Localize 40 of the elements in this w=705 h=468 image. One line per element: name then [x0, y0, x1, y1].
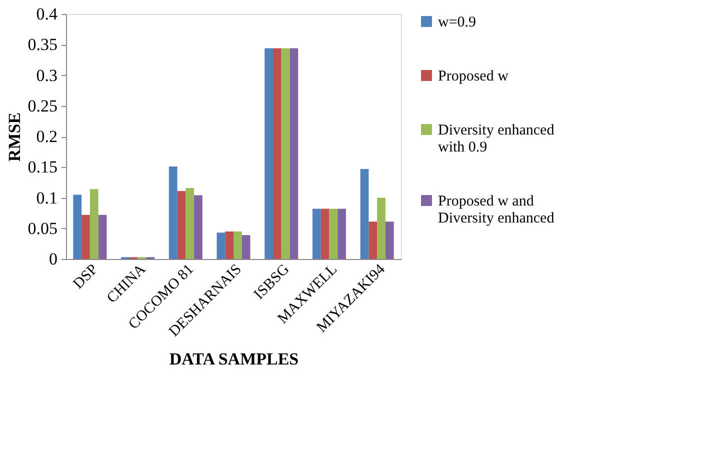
bar	[377, 198, 386, 259]
y-tick-label: 0.1	[36, 188, 58, 208]
bar	[225, 231, 234, 259]
bar	[385, 222, 394, 259]
x-tick-label: DSP	[70, 262, 102, 292]
y-axis-title: RMSE	[4, 112, 24, 162]
legend-label: w=0.9	[438, 14, 476, 30]
bar	[320, 208, 330, 259]
bar	[82, 214, 90, 259]
legend-label: Diversity enhanced with 0.9	[438, 122, 555, 156]
bar	[360, 168, 369, 259]
y-tick-label: 0.25	[28, 96, 58, 116]
bar	[329, 208, 338, 259]
legend-label: Proposed w	[438, 68, 509, 84]
bar	[281, 48, 290, 259]
y-tick-label: 0.35	[28, 35, 58, 54]
bar	[368, 222, 378, 259]
bar	[264, 48, 273, 259]
bar	[177, 191, 186, 259]
y-tick-label: 0.05	[28, 218, 58, 238]
bar	[90, 189, 98, 259]
bar	[338, 208, 346, 259]
bar	[234, 231, 242, 259]
y-tick-label: 0.2	[36, 127, 58, 146]
bar	[73, 194, 82, 259]
bar	[272, 48, 282, 259]
x-axis-title: DATA SAMPLES	[169, 349, 299, 368]
bar	[216, 232, 226, 259]
y-tick-label: 0.3	[36, 66, 58, 85]
y-tick-label: 0	[49, 250, 58, 268]
bar	[168, 166, 178, 259]
bar	[98, 214, 107, 259]
legend-label: Proposed w and Diversity enhanced	[438, 194, 555, 226]
y-tick-label: 0.4	[36, 4, 58, 24]
bar	[242, 235, 250, 259]
bar	[312, 208, 321, 259]
y-tick-label: 0.15	[28, 158, 58, 177]
bar	[186, 188, 194, 259]
bar	[194, 195, 202, 259]
bar	[290, 48, 298, 259]
